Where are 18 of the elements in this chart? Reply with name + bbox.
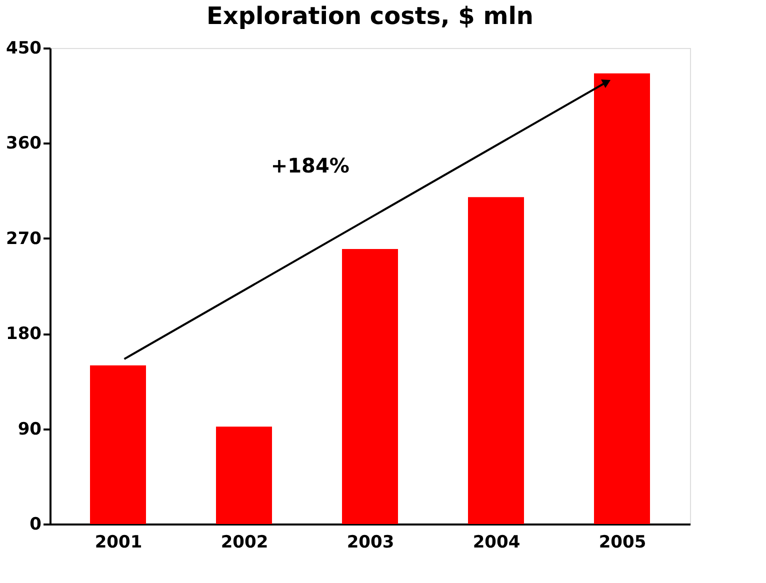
x-tick-label: 2002 — [220, 532, 268, 552]
x-tick-label: 2005 — [598, 532, 646, 552]
y-tick-label: 270 — [6, 228, 42, 249]
x-tick-label: 2003 — [346, 532, 394, 552]
y-tick-label: 450 — [6, 38, 42, 58]
y-tick-label: 90 — [18, 419, 42, 440]
x-tick-label: 2001 — [94, 532, 142, 552]
y-tick-label: 360 — [6, 134, 42, 154]
bar — [216, 426, 272, 524]
bar — [342, 248, 398, 524]
annotation: +184% — [270, 153, 350, 178]
chart-title: Exploration costs, $ mln — [206, 2, 534, 30]
bar — [468, 197, 524, 524]
bar — [594, 73, 650, 524]
bar — [90, 365, 146, 524]
y-tick-label: 0 — [30, 514, 42, 534]
y-tick-label: 180 — [6, 324, 42, 344]
x-tick-label: 2004 — [472, 532, 520, 552]
